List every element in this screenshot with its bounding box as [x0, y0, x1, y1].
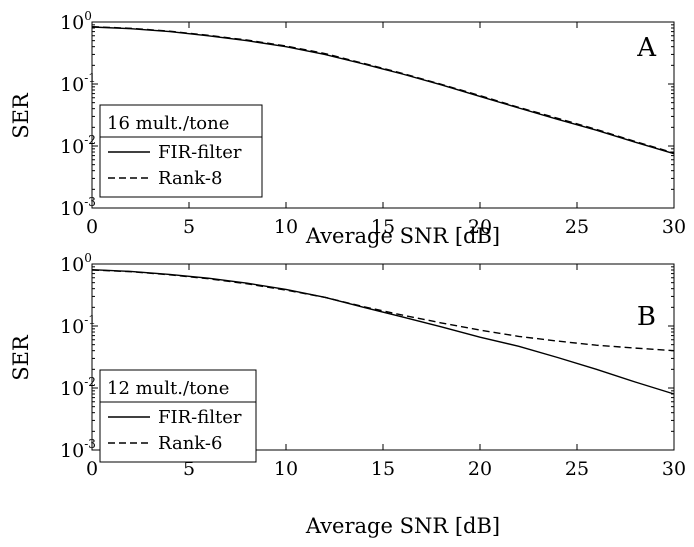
legend-box: [99, 369, 257, 463]
y-tick-label: 10-3: [60, 437, 96, 462]
y-tick-label: 10-2: [60, 133, 96, 158]
x-tick-label: 30: [662, 458, 686, 480]
y-tick-label: 100: [60, 9, 92, 34]
x-tick-label: 5: [183, 216, 195, 238]
x-tick-label: 10: [274, 458, 298, 480]
y-tick-label: 10-2: [60, 375, 96, 400]
series-line-rank-6: [91, 269, 675, 352]
y-axis-label: SER: [9, 92, 33, 139]
legend-title: 12 mult./tone: [107, 378, 229, 399]
y-tick-label: 10-1: [60, 71, 96, 96]
y-tick-label: 10-1: [60, 313, 96, 338]
panel-a: 0 5 10 15 20 25 30 100 10-1 10-2 10-3 Average SNR […: [9, 9, 686, 248]
x-tick-label: 0: [86, 458, 98, 480]
x-tick-label: 10: [274, 216, 298, 238]
legend-entry: Rank-6: [158, 433, 222, 454]
x-tick-label: 25: [565, 458, 589, 480]
x-axis-label: Average SNR [dB]: [305, 224, 500, 248]
x-tick-label: 5: [183, 458, 195, 480]
x-axis-label: Average SNR [dB]: [305, 514, 500, 538]
series-line-fir-filter: [91, 26, 675, 155]
legend: 16 mult./tone FIR-filter Rank-8: [99, 104, 263, 198]
y-tick-label: 100: [60, 251, 92, 276]
legend-entry: FIR-filter: [158, 142, 242, 163]
panel-b: 0 5 10 15 20 25 30 100 10-1 10-2 10-3 Average SNR […: [9, 251, 686, 538]
x-tick-label: 20: [468, 458, 492, 480]
panel-letter: A: [636, 33, 657, 63]
legend-entry: FIR-filter: [158, 407, 242, 428]
x-tick-label: 20: [468, 216, 492, 238]
y-tick-label: 10-3: [60, 195, 96, 220]
x-tick-label: 30: [662, 216, 686, 238]
x-tick-label: 15: [371, 458, 395, 480]
legend-entry: Rank-8: [158, 168, 222, 189]
panel-letter: B: [637, 302, 656, 332]
legend: 12 mult./tone FIR-filter Rank-6: [99, 369, 257, 463]
legend-title: 16 mult./tone: [107, 113, 229, 134]
legend-box: [99, 104, 263, 198]
y-axis-label: SER: [9, 334, 33, 381]
series-line-rank-8: [91, 26, 675, 154]
x-tick-label: 15: [371, 216, 395, 238]
x-tick-label: 25: [565, 216, 589, 238]
series-line-fir-filter: [91, 269, 675, 395]
x-tick-label: 0: [86, 216, 98, 238]
